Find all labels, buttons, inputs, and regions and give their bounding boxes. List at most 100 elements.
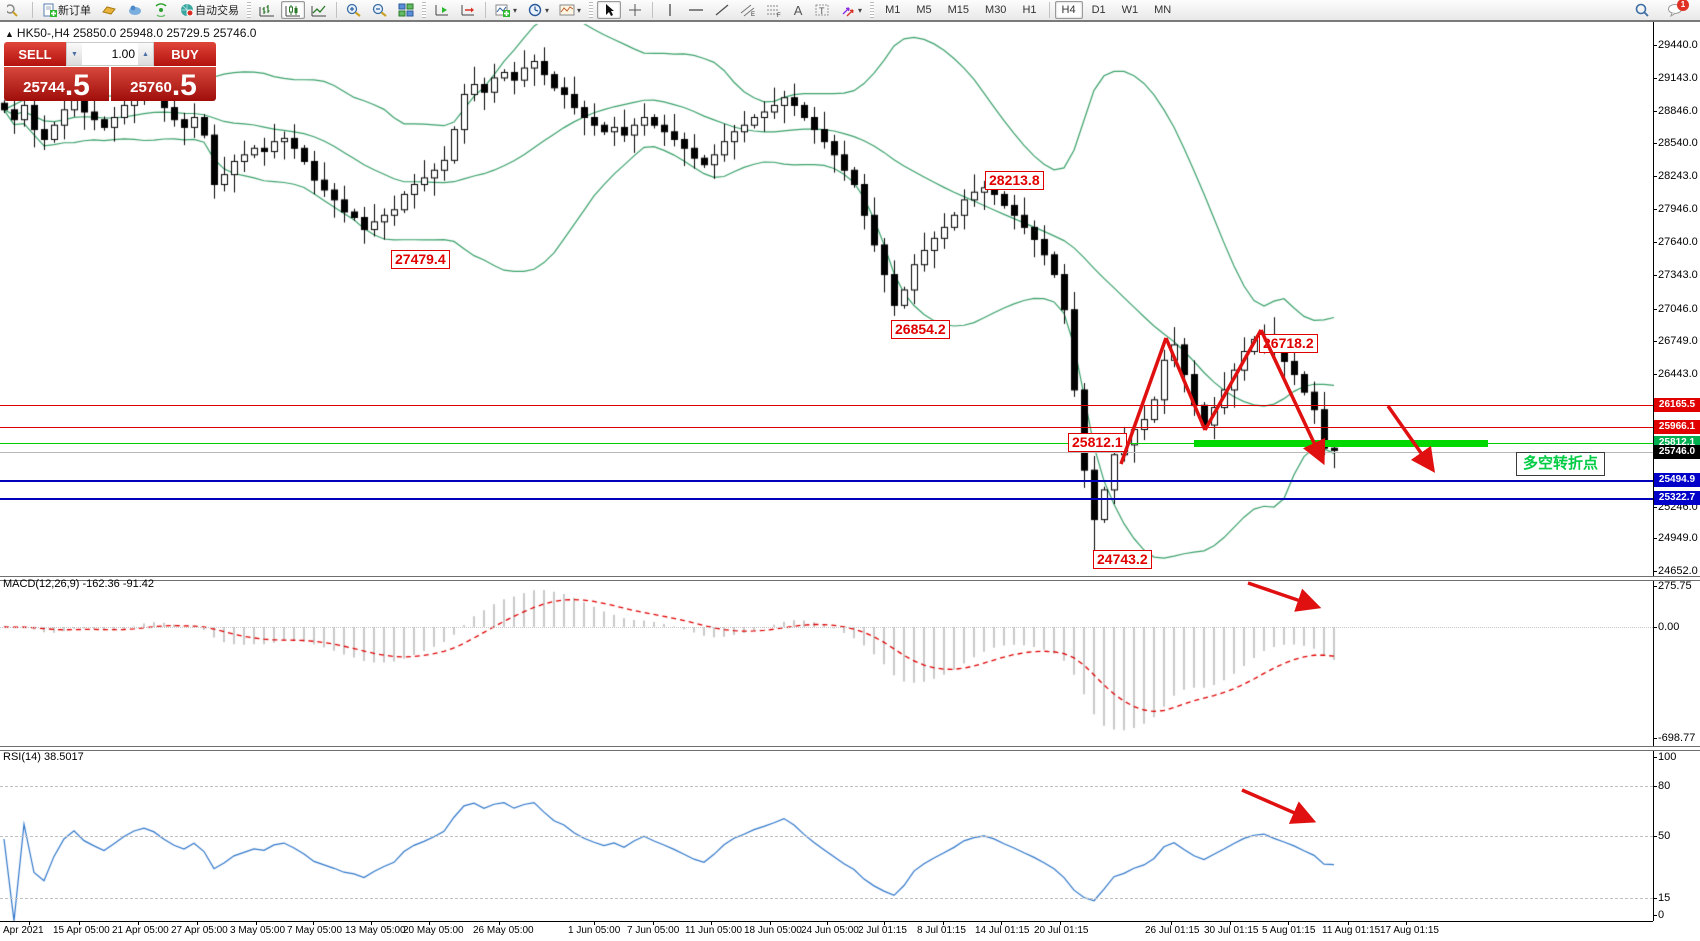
drawn-red-arrow[interactable]: [1203, 329, 1263, 431]
toolbar-separator: [485, 2, 486, 18]
timeframe-button-h1[interactable]: H1: [1022, 4, 1037, 16]
horizontal-level-line-25812.1[interactable]: [0, 443, 1653, 444]
drawn-red-arrow[interactable]: [1259, 329, 1326, 466]
timeframe-button-mn[interactable]: MN: [1154, 4, 1172, 16]
rsi-indicator-label: RSI(14) 38.5017: [3, 751, 84, 763]
horizontal-level-line-25494.9[interactable]: [0, 480, 1653, 482]
clipped-tool-icon[interactable]: [3, 1, 27, 19]
toolbar-grip: [247, 2, 251, 18]
volume-control: ▼ 1.00 ▲: [66, 42, 154, 66]
community-button[interactable]: [149, 1, 173, 19]
time-axis-tick: [1288, 921, 1289, 925]
timeframe-button-d1[interactable]: D1: [1091, 4, 1106, 16]
drawn-red-arrow[interactable]: [1386, 404, 1436, 473]
indicators-button[interactable]: ▾: [491, 1, 521, 19]
crosshair-icon: [627, 3, 643, 17]
buy-price-pip: .5: [171, 69, 197, 102]
volume-increase-button[interactable]: ▲: [138, 43, 153, 65]
time-axis-label: 26 Jul 01:15: [1145, 925, 1200, 936]
text-label-tool-button[interactable]: T: [810, 1, 834, 19]
price-callout-28213.8[interactable]: 28213.8: [985, 171, 1044, 190]
fibonacci-tool-button[interactable]: F: [762, 1, 786, 19]
new-order-button[interactable]: 新订单: [38, 1, 95, 19]
price-axis-line: [1653, 22, 1654, 921]
market-button[interactable]: [97, 1, 121, 19]
search-button[interactable]: [1630, 1, 1654, 19]
price-axis-label: 27343.0: [1653, 269, 1698, 281]
horizontal-line-icon: [688, 3, 704, 17]
autotrading-button[interactable]: 自动交易: [175, 1, 243, 19]
price-tag-25746.0: 25746.0: [1654, 445, 1700, 459]
cursor-tool-button[interactable]: [597, 1, 622, 19]
horizontal-level-line-25322.7[interactable]: [0, 498, 1653, 500]
shapes-tool-button[interactable]: ▾: [836, 1, 866, 19]
chart-shift-button[interactable]: [456, 1, 480, 19]
price-axis-label: 28846.0: [1653, 105, 1698, 117]
chat-bubble-icon: 1: [1667, 0, 1689, 17]
horizontal-level-line-25746.0[interactable]: [0, 452, 1653, 453]
candlestick-chart-button[interactable]: [281, 1, 305, 19]
buy-price-display[interactable]: 25760.5: [111, 67, 216, 101]
drawn-red-arrow[interactable]: [1119, 337, 1168, 465]
notifications-button[interactable]: 1: [1663, 0, 1689, 19]
drawn-red-arrow[interactable]: [1164, 337, 1207, 431]
auto-scroll-button[interactable]: [430, 1, 454, 19]
volume-input[interactable]: 1.00: [111, 47, 135, 61]
bull-bear-turning-point-annotation[interactable]: 多空转折点: [1516, 452, 1606, 476]
line-chart-button[interactable]: [307, 1, 331, 19]
time-axis-label: 21 Apr 05:00: [112, 925, 169, 936]
magnifier-partial-icon: [7, 3, 23, 17]
timeframe-button-w1[interactable]: W1: [1121, 4, 1139, 16]
price-axis-label: 27946.0: [1653, 203, 1698, 215]
crosshair-tool-button[interactable]: [623, 1, 647, 19]
bar-chart-button[interactable]: [255, 1, 279, 19]
drawn-red-arrow[interactable]: [1247, 581, 1322, 612]
price-callout-27479.4[interactable]: 27479.4: [391, 250, 450, 269]
sell-price-display[interactable]: 25744.5: [4, 67, 109, 101]
time-axis-tick: [1060, 921, 1061, 925]
time-axis-tick: [79, 921, 80, 925]
vertical-line-tool-button[interactable]: [658, 1, 682, 19]
time-axis-tick: [1348, 921, 1349, 925]
periods-button[interactable]: ▾: [523, 1, 553, 19]
zoom-out-button[interactable]: [368, 1, 392, 19]
rsi-axis-label: 50: [1652, 830, 1671, 842]
volume-decrease-button[interactable]: ▼: [67, 43, 82, 65]
buy-button[interactable]: BUY: [154, 42, 216, 66]
macd-pane-splitter[interactable]: [0, 576, 1700, 581]
timeframe-button-m30[interactable]: M30: [985, 4, 1007, 16]
price-callout-25812.1[interactable]: 25812.1: [1068, 433, 1127, 452]
rsi-pane-splitter[interactable]: [0, 746, 1700, 751]
horizontal-level-line-26165.5[interactable]: [0, 405, 1653, 406]
time-axis-label: 27 Apr 05:00: [171, 925, 228, 936]
price-callout-26718.2[interactable]: 26718.2: [1259, 334, 1318, 353]
horizontal-level-line-25966.1[interactable]: [0, 427, 1653, 428]
timeframe-button-h4[interactable]: H4: [1054, 1, 1083, 19]
thick-green-trendline[interactable]: [1194, 440, 1488, 447]
toolbar-separator: [32, 2, 33, 18]
timeframe-button-m5[interactable]: M5: [916, 4, 932, 16]
market-icon: [101, 3, 117, 17]
sell-button[interactable]: SELL: [4, 42, 66, 66]
price-callout-24743.2[interactable]: 24743.2: [1093, 550, 1152, 569]
time-axis-tick: [1171, 921, 1172, 925]
templates-button[interactable]: ▾: [555, 1, 585, 19]
timeframe-button-m15[interactable]: M15: [947, 4, 970, 16]
trendline-tool-button[interactable]: [710, 1, 734, 19]
macd-axis-label: 275.75: [1653, 580, 1692, 592]
text-tool-button[interactable]: A: [788, 1, 808, 19]
time-axis-tick: [313, 921, 314, 925]
symbol-marker-icon: ▲: [5, 29, 14, 39]
symbol-ohlc-text: HK50-,H4 25850.0 25948.0 25729.5 25746.0: [16, 26, 257, 40]
price-axis-label: 24652.0: [1653, 565, 1698, 577]
timeframe-button-m1[interactable]: M1: [885, 4, 901, 16]
tile-windows-button[interactable]: [394, 1, 418, 19]
time-axis-label: 24 Jun 05:00: [801, 925, 859, 936]
price-callout-26854.2[interactable]: 26854.2: [891, 320, 950, 339]
dropdown-caret-icon: ▾: [545, 5, 550, 15]
signals-button[interactable]: [123, 1, 147, 19]
channel-tool-button[interactable]: E: [736, 1, 760, 19]
drawn-red-arrow[interactable]: [1241, 788, 1317, 824]
zoom-in-button[interactable]: [342, 1, 366, 19]
horizontal-line-tool-button[interactable]: [684, 1, 708, 19]
